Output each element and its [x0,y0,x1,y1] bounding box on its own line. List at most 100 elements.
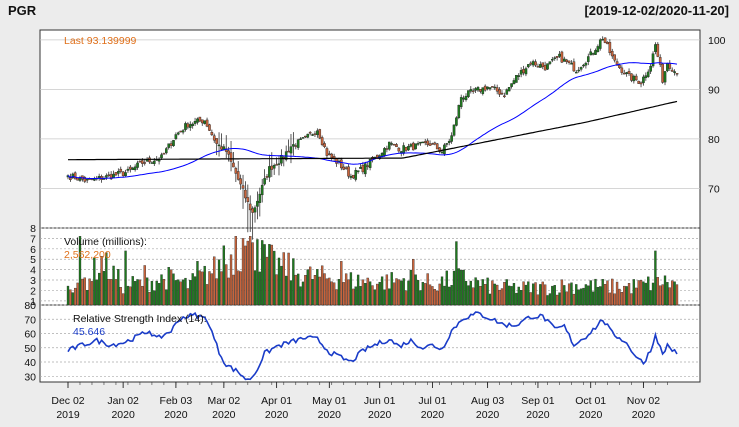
candle-body [546,63,549,70]
candle-body [296,139,300,148]
candle-body [503,95,506,98]
volume-bar [145,277,149,306]
candle-body [570,63,573,65]
candle-body [654,44,657,52]
volume-bar [263,244,266,306]
candle-body [304,135,307,138]
candle-body [277,163,281,165]
volume-bar [577,289,580,306]
x-tick-year: 2020 [368,409,392,421]
volume-bar [76,282,79,306]
volume-bar [155,280,158,306]
volume-bar [265,256,269,306]
volume-bar [637,280,640,306]
volume-bar [661,284,664,306]
volume-bar [409,269,413,306]
volume-bar [647,276,650,306]
volume-bar [452,270,456,306]
candle-body [517,75,521,77]
volume-bar [239,271,242,306]
last-price-label: Last 93.139999 [64,35,137,47]
volume-bar [436,290,439,306]
candle-body [196,118,199,123]
volume-bar [337,279,341,306]
x-tick-year: 2020 [265,409,289,421]
volume-bar [102,271,106,306]
candle-body [409,144,413,147]
volume-bar [510,286,513,306]
candle-body [548,61,552,64]
volume-bar [563,285,566,306]
candle-body [76,177,79,181]
volume-bar [165,289,168,306]
volume-bar [376,283,379,306]
volume-bar [306,269,309,306]
volume-bar [189,280,192,306]
candle-body [390,143,393,145]
x-tick-label: Apr 01 [261,395,292,407]
volume-bar [201,271,204,306]
candle-body [539,64,542,68]
candle-body [663,71,667,83]
candle-body [313,133,317,135]
volume-bar [536,294,540,306]
candle-body [366,165,370,167]
candle-body [435,143,439,150]
candle-body [244,189,247,199]
rsi-line [67,311,678,381]
volume-bar [570,282,573,306]
candle-body [457,104,461,118]
candle-body [563,58,566,62]
x-tick-year: 2020 [476,409,500,421]
volume-bar [599,286,602,306]
volume-bar [505,279,508,306]
volume-bar [138,279,142,306]
volume-bar [675,284,679,306]
candle-body [212,135,216,141]
volume-bar [309,266,312,306]
volume-bar [659,285,662,306]
volume-bar [320,265,324,306]
candle-body [387,141,391,150]
volume-bar [503,282,506,306]
volume-bar [649,290,652,306]
candle-body [606,41,609,45]
volume-bar [373,289,377,306]
candle-body [649,66,652,72]
candle-body [167,143,171,148]
candle-body [176,132,180,135]
candle-body [474,88,477,91]
candle-body [215,138,218,144]
volume-y-tick-label: 7 [30,233,36,245]
volume-bar [93,257,96,306]
candle-body [73,172,77,180]
candle-body [618,64,621,68]
candle-body [464,95,468,100]
candle-body [263,178,266,185]
volume-bar [105,252,108,306]
candle-body [150,162,154,164]
volume-bar [174,280,178,306]
candle-body [560,51,564,63]
x-tick-label: Sep 01 [521,395,554,407]
candle-body [203,120,206,124]
candle-body [270,165,274,170]
volume-bar [630,293,633,306]
candle-body [229,152,233,162]
volume-bar [476,280,480,306]
volume-y-tick-label: 8 [30,223,36,235]
candle-body [527,64,530,68]
volume-bar [424,283,427,306]
x-tick-year: 2020 [111,409,135,421]
volume-bar [407,280,410,306]
volume-bar [474,277,477,306]
price-y-tick-label: 70 [708,183,720,195]
volume-bar [392,282,396,306]
candle-body [661,63,664,83]
candle-body [323,143,326,147]
candle-body [328,153,331,155]
volume-bar [131,276,134,306]
volume-bar [344,273,348,306]
candle-body [493,86,497,89]
